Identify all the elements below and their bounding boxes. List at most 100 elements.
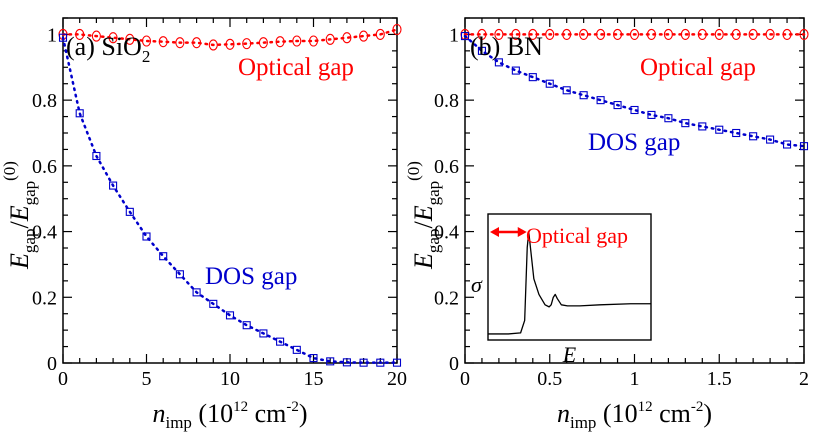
data-point xyxy=(325,33,335,45)
data-point xyxy=(276,337,285,346)
x-tick-label: 20 xyxy=(387,368,407,390)
series-dos-gap xyxy=(58,33,402,367)
panel-a: 0 5 10 15 20 0 0.2 0.4 0.6 0.8 1 nimp (1012 cm-2) Op… xyxy=(32,17,407,432)
data-point xyxy=(142,232,151,241)
data-point xyxy=(749,132,758,141)
x-axis-label: nimp (1012 cm-2) xyxy=(152,399,307,432)
data-point xyxy=(799,28,809,40)
data-point xyxy=(109,181,118,190)
data-point xyxy=(275,36,285,48)
data-point xyxy=(91,30,101,42)
y-tick-label: 0 xyxy=(449,353,459,375)
data-point xyxy=(342,358,351,367)
data-point xyxy=(596,96,605,105)
data-point xyxy=(192,288,201,297)
inset-y-label: σ xyxy=(471,272,483,297)
data-point xyxy=(681,119,690,128)
inset-conductivity: Optical gap σ E xyxy=(471,213,652,367)
data-point xyxy=(342,32,352,44)
x-tick-label: 10 xyxy=(220,368,240,390)
x-tick-label: 0 xyxy=(58,368,68,390)
data-point xyxy=(309,354,318,363)
data-point xyxy=(511,28,521,40)
data-point xyxy=(579,28,589,40)
x-tick-label: 1.5 xyxy=(707,368,732,390)
data-point xyxy=(225,38,235,50)
data-point xyxy=(192,37,202,49)
inset-frame xyxy=(487,213,652,341)
data-point xyxy=(375,28,385,40)
data-point xyxy=(782,28,792,40)
data-point xyxy=(175,37,185,49)
data-point xyxy=(545,28,555,40)
data-point xyxy=(209,299,218,308)
data-point xyxy=(697,28,707,40)
x-axis-label: nimp (1012 cm-2) xyxy=(557,399,712,432)
y-tick-label: 0.8 xyxy=(32,90,57,112)
x-tick-label: 0.5 xyxy=(537,368,562,390)
data-point xyxy=(125,207,134,216)
data-point xyxy=(663,28,673,40)
data-point xyxy=(292,345,301,354)
y-tick-label: 0.4 xyxy=(434,222,459,244)
data-point xyxy=(158,36,168,48)
data-point xyxy=(258,37,268,49)
data-point xyxy=(715,125,724,134)
annotation-dos-gap: DOS gap xyxy=(205,263,297,290)
data-point xyxy=(392,358,402,367)
data-point xyxy=(647,110,656,119)
data-point xyxy=(612,28,623,40)
data-point xyxy=(125,33,135,45)
inset-annotation: Optical gap xyxy=(526,223,628,248)
data-point xyxy=(175,270,184,279)
data-point xyxy=(698,122,707,131)
data-point xyxy=(613,101,622,110)
inset-arrow-left-head xyxy=(490,227,499,237)
data-point xyxy=(308,35,319,47)
svg-text:Egap/Egap(0): Egap/Egap(0) xyxy=(0,161,39,270)
annotation-optical-gap: Optical gap xyxy=(640,54,756,81)
data-point xyxy=(799,142,809,151)
data-point xyxy=(58,33,68,42)
data-point xyxy=(208,39,218,51)
data-point xyxy=(562,28,572,40)
data-point xyxy=(359,30,369,42)
panel-b: 0 0.5 1 1.5 2 0 0.2 0.4 0.6 0.8 1 nimp (1012 cm-2) O… xyxy=(434,17,809,432)
y-tick-label: 0.8 xyxy=(434,90,459,112)
y-tick-label: 1 xyxy=(449,24,459,46)
annotation-dos-gap: DOS gap xyxy=(588,129,680,156)
data-point xyxy=(782,140,792,149)
inset-x-label: E xyxy=(562,342,577,367)
data-point xyxy=(630,105,639,115)
data-point xyxy=(392,23,402,36)
data-point xyxy=(664,114,673,123)
data-point xyxy=(141,35,152,47)
data-point xyxy=(359,358,368,367)
data-point xyxy=(477,46,487,55)
y-tick-label: 0.4 xyxy=(32,222,57,244)
data-point xyxy=(292,35,302,47)
y-tick-label: 0.2 xyxy=(32,287,57,309)
y-tick-label: 0.6 xyxy=(434,156,459,178)
data-point xyxy=(242,38,252,50)
y-tick-label: 0 xyxy=(47,353,57,375)
x-tick-label: 15 xyxy=(304,368,324,390)
data-point xyxy=(731,28,741,40)
data-point xyxy=(596,28,606,40)
data-point xyxy=(511,66,520,75)
series-line xyxy=(61,28,399,47)
y-tick-label: 0.6 xyxy=(32,156,57,178)
data-point xyxy=(646,28,657,40)
series-dos-gap xyxy=(460,32,809,151)
data-point xyxy=(376,358,385,367)
data-point xyxy=(680,28,690,40)
data-point xyxy=(92,151,101,161)
data-point xyxy=(765,28,775,40)
data-point xyxy=(108,32,118,44)
svg-text:Egap/Egap(0): Egap/Egap(0) xyxy=(404,161,443,270)
data-point xyxy=(159,252,168,261)
series-line xyxy=(61,36,399,364)
y-axis-label-a: Egap/Egap(0) xyxy=(0,161,39,270)
data-point xyxy=(766,135,775,144)
